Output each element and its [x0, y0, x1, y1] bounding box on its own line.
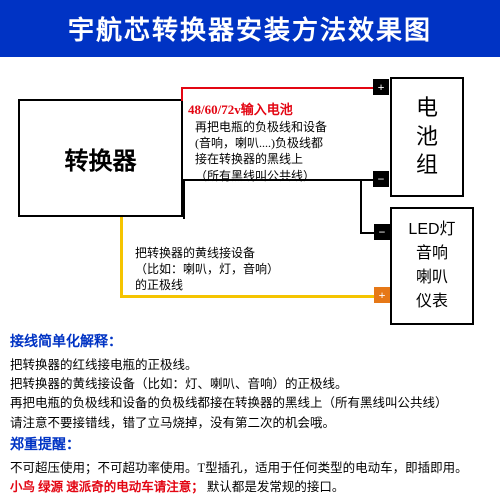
- yellow-wire: [120, 217, 123, 297]
- wiring-diagram: 转换器 电 池 组 LED灯 音响 喇叭 仪表 48/60/72v输入电池 再把…: [0, 57, 500, 337]
- reminder-line: 不可超压使用；不可超功率使用。T型插孔，适用于任何类型的电动车，即插即用。: [10, 459, 490, 478]
- led-label: LED灯 音响 喇叭 仪表: [408, 218, 455, 314]
- explain-line: 再把电瓶的负极线和设备的负极线都接在转换器的黑线上（所有黑线叫公共线）: [10, 394, 490, 413]
- battery-minus-terminal: [373, 171, 389, 187]
- black-wire-branch: [360, 179, 362, 232]
- converter-box: 转换器: [18, 99, 183, 217]
- black-wire: [183, 179, 185, 219]
- red-wire-label: 48/60/72v输入电池: [188, 101, 293, 119]
- explain-line: 把转换器的红线接电瓶的正极线。: [10, 356, 490, 375]
- led-devices-box: LED灯 音响 喇叭 仪表: [390, 207, 474, 325]
- black-wire-branch: [360, 232, 374, 234]
- explanation-section: 接线简单化解释： 把转换器的红线接电瓶的正极线。 把转换器的黄线接设备（比如：灯…: [10, 332, 490, 433]
- battery-label: 电 池 组: [416, 94, 438, 180]
- reminder-heading: 郑重提醒：: [10, 435, 490, 457]
- black-wire-note: 再把电瓶的负极线和设备 (音响，喇叭....)负极线都 接在转换器的黑线上 （所…: [195, 119, 327, 184]
- explain-line: 请注意不要接错线，错了立马烧掉，没有第二次的机会哦。: [10, 414, 490, 433]
- reminder-red-note: 小鸟 绿源 速派奇的电动车请注意；: [10, 480, 204, 494]
- led-plus-terminal: [374, 287, 390, 303]
- reminder-tail: 默认都是发常规的接口。: [207, 480, 345, 494]
- yellow-wire-note: 把转换器的黄线接设备 （比如：喇叭，灯，音响） 的正极线: [135, 245, 279, 294]
- title-banner: 宇航芯转换器安装方法效果图: [0, 0, 500, 57]
- reminder-line: 小鸟 绿源 速派奇的电动车请注意； 默认都是发常规的接口。: [10, 478, 490, 497]
- red-wire: [181, 87, 183, 101]
- reminder-section: 郑重提醒： 不可超压使用；不可超功率使用。T型插孔，适用于任何类型的电动车，即插…: [10, 435, 490, 497]
- battery-box: 电 池 组: [390, 77, 464, 197]
- red-wire: [181, 87, 373, 89]
- yellow-wire: [120, 295, 374, 298]
- explain-heading: 接线简单化解释：: [10, 332, 490, 354]
- battery-plus-terminal: [373, 79, 389, 95]
- explain-line: 把转换器的黄线接设备（比如：灯、喇叭、音响）的正极线。: [10, 375, 490, 394]
- led-minus-terminal: [374, 224, 390, 240]
